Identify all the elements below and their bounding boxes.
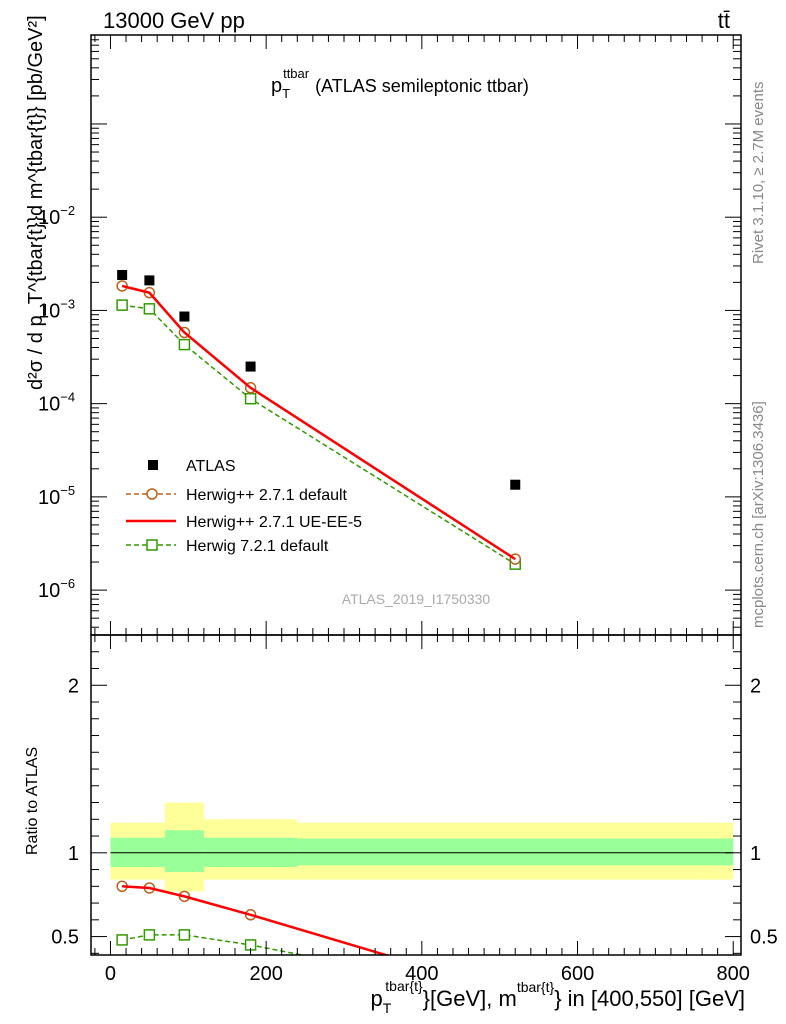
x-tick-label-400: 400 — [405, 963, 438, 985]
main-y-axis-label: d²σ / d p_T^{tbar{t}}d m^{tbar{t}} [pb/G… — [25, 15, 47, 390]
main-y-tick-label-0: 10−6 — [38, 576, 75, 602]
ratio-line-herwig7-default — [122, 934, 306, 955]
main-y-tick-label-3: 10−3 — [38, 296, 75, 322]
x-tick-label-0: 0 — [105, 963, 116, 985]
ratio-y-tick-label-left-2: 2 — [68, 675, 79, 697]
main-title: pTttbar(ATLAS semileptonic ttbar) — [271, 66, 529, 101]
main-atlas-point-3 — [245, 361, 256, 372]
main-atlas-point-0 — [117, 269, 128, 280]
ratio-point-herwig7-default-0 — [116, 934, 128, 946]
main-point-herwig7-default-2 — [178, 338, 191, 351]
legend-marker-atlas — [148, 460, 158, 470]
ratio-plot-area — [110, 802, 734, 955]
mcplots-label: mcplots.cern.ch [arXiv:1306.3436] — [750, 401, 767, 628]
ratio-point-herwig7-default-2 — [178, 929, 191, 941]
reference-label: ATLAS_2019_I1750330 — [342, 591, 491, 607]
main-point-herwig7-default-0 — [116, 299, 128, 311]
rivet-version-label: Rivet 3.1.10, ≥ 2.7M events — [750, 82, 767, 265]
main-plot-area — [116, 269, 522, 570]
process-label: tt̄ — [718, 8, 730, 33]
ratio-point-herwig7-default-1 — [143, 929, 156, 941]
main-line-herwig7-default — [122, 304, 516, 565]
x-tick-label-200: 200 — [249, 963, 282, 985]
x-axis-label: pTtbar{t}}[GeV], mtbar{t}} in [400,550] … — [370, 978, 745, 1016]
energy-label: 13000 GeV pp — [103, 8, 245, 33]
uncertainty-band-inner-3 — [297, 838, 734, 866]
main-y-tick-label-1: 10−5 — [38, 483, 75, 509]
x-tick-label-800: 800 — [717, 963, 750, 985]
legend-marker-herwigpp-default — [146, 488, 158, 500]
legend-label-herwigpp-ueee5: Herwig++ 2.7.1 UE-EE-5 — [186, 514, 362, 531]
main-atlas-point-2 — [179, 311, 190, 322]
ratio-y-tick-label-right-0.5: 0.5 — [750, 927, 778, 949]
ratio-line-herwigpp-ueee5 — [122, 885, 391, 955]
main-point-herwig7-default-1 — [143, 303, 156, 315]
legend-label-atlas: ATLAS — [186, 458, 236, 475]
main-line-herwigpp-ueee5 — [121, 284, 516, 561]
ratio-y-tick-label-right-1: 1 — [750, 843, 761, 865]
legend-marker-herwig7-default — [146, 539, 158, 551]
ratio-y-tick-label-right-2: 2 — [750, 675, 761, 697]
x-tick-label-600: 600 — [561, 963, 594, 985]
main-point-herwig7-default-3 — [244, 392, 257, 405]
legend-label-herwigpp-default: Herwig++ 2.7.1 default — [186, 487, 348, 504]
main-y-tick-label-2: 10−4 — [38, 390, 75, 416]
main-atlas-point-4 — [510, 479, 521, 490]
uncertainty-band-inner-1 — [164, 830, 204, 873]
main-atlas-point-1 — [144, 275, 155, 286]
ratio-y-tick-label-left-0.5: 0.5 — [51, 927, 79, 949]
ratio-y-axis-label: Ratio to ATLAS — [24, 747, 41, 855]
legend-label-herwig7-default: Herwig 7.2.1 default — [186, 538, 329, 555]
ratio-y-tick-label-left-1: 1 — [68, 843, 79, 865]
main-y-tick-label-4: 10−2 — [38, 203, 75, 229]
ratio-plot-frame — [90, 634, 742, 956]
legend: ATLAS Herwig++ 2.7.1 default Herwig++ 2.… — [126, 458, 362, 555]
